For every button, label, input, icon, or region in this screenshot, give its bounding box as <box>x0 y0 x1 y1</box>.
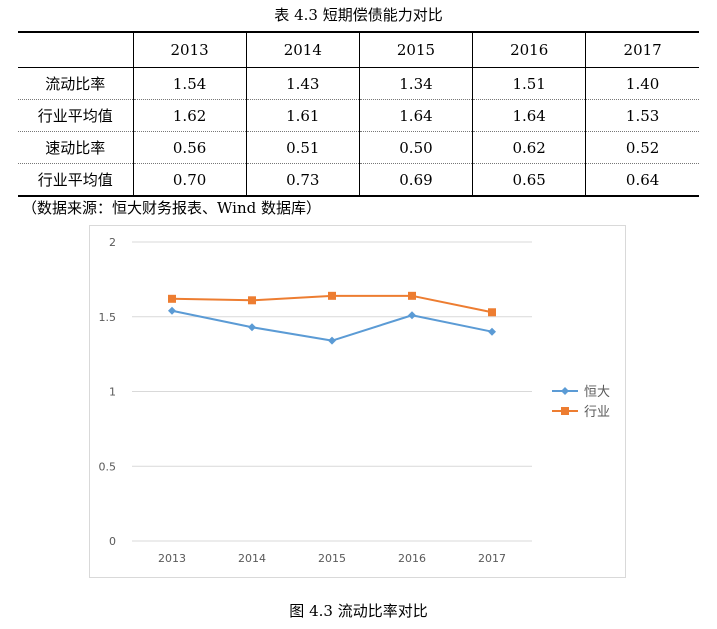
data-point-diamond <box>488 327 496 336</box>
data-point-diamond <box>408 311 416 320</box>
legend-label: 恒大 <box>584 385 610 400</box>
series-line <box>171 309 493 342</box>
table-cell: 1.53 <box>585 99 699 132</box>
table-row: 速动比率 0.56 0.51 0.50 0.62 0.52 <box>18 131 699 164</box>
table-row: 流动比率 1.54 1.43 1.34 1.51 1.40 <box>18 67 699 100</box>
table-cell: 0.52 <box>585 131 699 164</box>
data-point-diamond <box>328 336 336 345</box>
row-label: 速动比率 <box>18 131 134 164</box>
data-point-diamond <box>168 306 176 315</box>
y-tick-label: 0.5 <box>99 460 117 473</box>
header-cell: 2015 <box>359 31 474 68</box>
data-source-note: （数据来源：恒大财务报表、Wind 数据库） <box>22 199 321 217</box>
table-cell: 1.64 <box>472 99 587 132</box>
table-cell: 1.61 <box>246 99 360 132</box>
x-tick-label: 2017 <box>478 552 506 565</box>
data-point-square <box>408 291 416 300</box>
header-cell: 2013 <box>133 31 247 68</box>
table-cell: 1.51 <box>472 67 587 100</box>
table-cell: 0.65 <box>472 163 587 197</box>
table-cell: 1.43 <box>246 67 360 100</box>
legend-label: 行业 <box>584 405 610 420</box>
table-row: 行业平均值 1.62 1.61 1.64 1.64 1.53 <box>18 99 699 132</box>
table-cell: 0.73 <box>246 163 360 197</box>
data-point-diamond <box>248 323 256 332</box>
table-cell: 1.62 <box>133 99 247 132</box>
y-tick-label: 1 <box>109 386 116 399</box>
table-cell: 0.51 <box>246 131 360 164</box>
x-tick-label: 2013 <box>158 552 186 565</box>
line-chart: 0 0.5 1 1.5 2 2013 2014 2015 2016 2017 恒大行业 <box>89 225 626 578</box>
row-label: 行业平均值 <box>18 163 134 197</box>
x-tick-label: 2015 <box>318 552 346 565</box>
y-tick-label: 2 <box>109 236 116 249</box>
header-cell: 2017 <box>585 31 699 68</box>
table-cell: 0.70 <box>133 163 247 197</box>
table-cell: 0.50 <box>359 131 474 164</box>
row-label: 行业平均值 <box>18 99 134 132</box>
table-cell: 0.69 <box>359 163 474 197</box>
table-cell: 0.62 <box>472 131 587 164</box>
header-cell: 2016 <box>472 31 587 68</box>
table-cell: 0.56 <box>133 131 247 164</box>
table-cell: 1.54 <box>133 67 247 100</box>
table-cell: 1.64 <box>359 99 474 132</box>
row-label: 流动比率 <box>18 67 134 100</box>
legend-marker <box>561 387 569 395</box>
table-row: 行业平均值 0.70 0.73 0.69 0.65 0.64 <box>18 163 699 197</box>
table-cell: 1.40 <box>585 67 699 100</box>
x-tick-label: 2014 <box>238 552 266 565</box>
data-point-square <box>488 308 496 317</box>
x-tick-label: 2016 <box>398 552 426 565</box>
table-header-row: 2013 2014 2015 2016 2017 <box>18 31 699 68</box>
header-cell <box>18 31 134 68</box>
legend-marker <box>561 407 569 415</box>
data-point-square <box>328 291 336 300</box>
table-cell: 1.34 <box>359 67 474 100</box>
table-cell: 0.64 <box>585 163 699 197</box>
y-tick-label: 1.5 <box>99 311 117 324</box>
y-tick-label: 0 <box>109 535 116 548</box>
header-cell: 2014 <box>246 31 360 68</box>
data-point-square <box>168 294 176 303</box>
figure-caption: 图 4.3 流动比率对比 <box>289 602 428 620</box>
table-title: 表 4.3 短期偿债能力对比 <box>274 6 443 24</box>
data-point-square <box>248 296 256 305</box>
solvency-table: 2013 2014 2015 2016 2017 流动比率 1.54 1.43 … <box>18 31 699 197</box>
